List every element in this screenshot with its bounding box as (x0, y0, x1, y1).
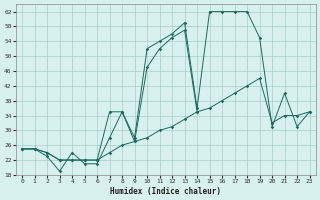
X-axis label: Humidex (Indice chaleur): Humidex (Indice chaleur) (110, 187, 221, 196)
